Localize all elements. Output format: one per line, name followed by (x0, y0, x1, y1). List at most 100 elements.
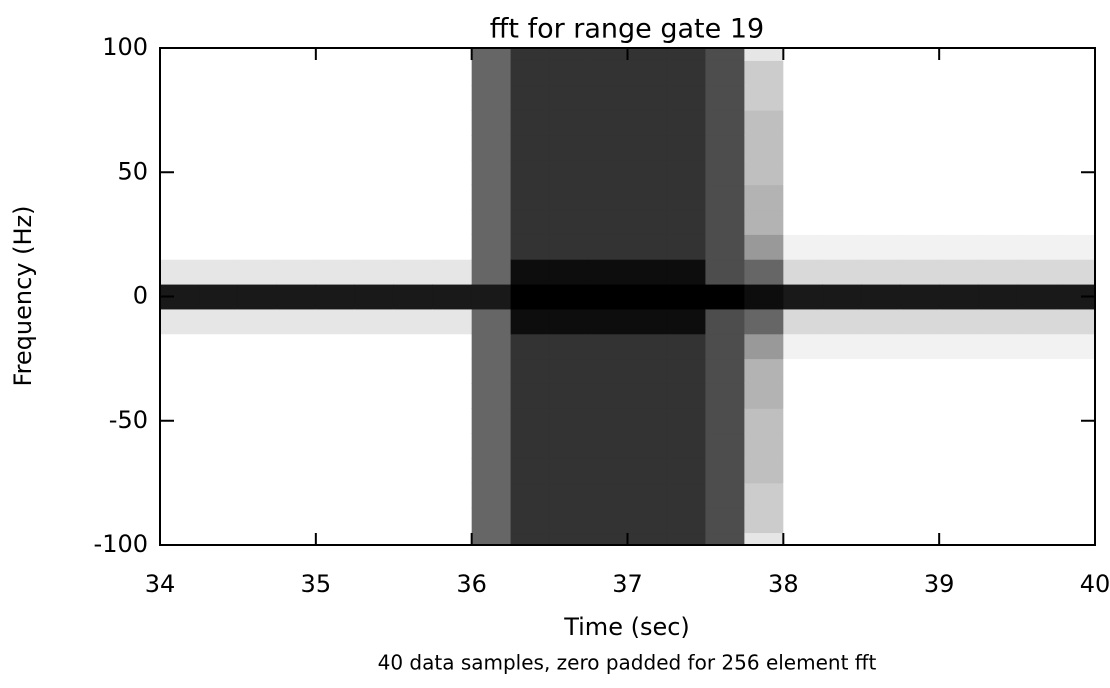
cell (588, 308, 628, 335)
cell (510, 458, 551, 484)
cell (393, 308, 434, 335)
cell (198, 159, 239, 186)
cell (783, 110, 823, 136)
cell (978, 110, 1018, 136)
cell (510, 284, 551, 310)
cell (861, 308, 901, 335)
cell (861, 408, 901, 434)
cell (705, 507, 745, 534)
cell (666, 184, 706, 211)
cell (627, 234, 667, 260)
cell (705, 532, 745, 545)
cell (939, 259, 979, 285)
cell (1056, 60, 1095, 86)
cell (276, 433, 317, 459)
cell (198, 184, 239, 211)
cell (237, 433, 278, 459)
cell (354, 134, 395, 161)
cell (160, 60, 200, 86)
cell (627, 159, 667, 186)
cell (939, 358, 979, 384)
cell (160, 358, 200, 384)
cell (744, 48, 784, 61)
cell (354, 507, 395, 534)
cell (393, 159, 434, 186)
cell (783, 408, 823, 434)
cell (315, 60, 356, 86)
cell (549, 482, 590, 509)
cell (315, 433, 356, 459)
cell (783, 209, 823, 235)
cell (1056, 383, 1095, 409)
cell (588, 85, 628, 111)
cell (900, 284, 940, 310)
cell (900, 159, 940, 186)
cell (744, 60, 784, 86)
cell (393, 110, 434, 136)
cell (160, 482, 200, 509)
cell (861, 60, 901, 86)
cell (1017, 209, 1057, 235)
cell (939, 110, 979, 136)
cell (198, 433, 239, 459)
cell (354, 259, 395, 285)
cell (666, 134, 706, 161)
cell (666, 358, 706, 384)
cell (510, 48, 551, 61)
cell (471, 284, 512, 310)
cell (160, 458, 200, 484)
cell (939, 184, 979, 211)
cell (666, 284, 706, 310)
cell (198, 358, 239, 384)
cell (978, 259, 1018, 285)
cell (939, 482, 979, 509)
cell (354, 85, 395, 111)
cell (744, 333, 784, 360)
cell (393, 184, 434, 211)
cell (549, 284, 590, 310)
cell (744, 85, 784, 111)
cell (160, 532, 200, 545)
cell (1056, 134, 1095, 161)
cell (1017, 358, 1057, 384)
cell (588, 433, 628, 459)
cell (1017, 284, 1057, 310)
cell (471, 184, 512, 211)
cell (160, 48, 200, 61)
cell (627, 60, 667, 86)
cell (1017, 159, 1057, 186)
cell (861, 433, 901, 459)
cell (588, 134, 628, 161)
cell (1056, 209, 1095, 235)
cell (237, 48, 278, 61)
cell (588, 284, 628, 310)
cell (900, 60, 940, 86)
cell (900, 383, 940, 409)
cell (744, 209, 784, 235)
cell (666, 48, 706, 61)
cell (822, 507, 862, 534)
x-tick-label: 35 (301, 570, 332, 598)
cell (1017, 308, 1057, 335)
cell (666, 507, 706, 534)
cell (588, 48, 628, 61)
cell (549, 308, 590, 335)
x-tick-label: 34 (145, 570, 176, 598)
cell (315, 383, 356, 409)
cell (705, 85, 745, 111)
cell (393, 259, 434, 285)
cell (939, 433, 979, 459)
cell (276, 532, 317, 545)
cell (861, 85, 901, 111)
cell (237, 60, 278, 86)
cell (198, 383, 239, 409)
cell (822, 433, 862, 459)
chart-title: fft for range gate 19 (490, 14, 764, 45)
cell (549, 48, 590, 61)
cell (510, 159, 551, 186)
cell (900, 433, 940, 459)
cell (276, 482, 317, 509)
cell (666, 308, 706, 335)
cell (666, 159, 706, 186)
cell (315, 259, 356, 285)
